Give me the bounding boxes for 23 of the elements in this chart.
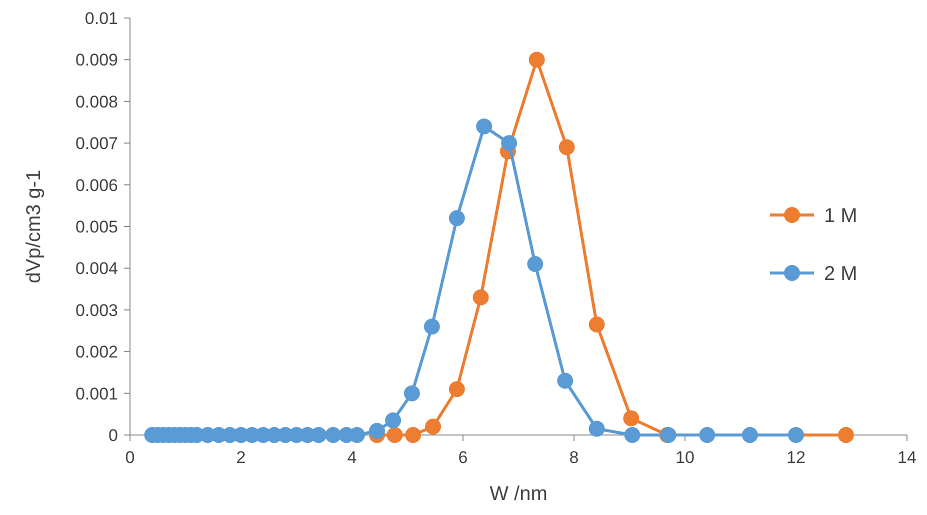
x-tick-label: 2 bbox=[236, 448, 246, 467]
y-axis-title: dVp/cm3 g-1 bbox=[23, 170, 45, 284]
x-tick-label: 6 bbox=[458, 448, 468, 467]
x-tick-label: 12 bbox=[786, 448, 806, 467]
y-tick-label: 0 bbox=[108, 426, 118, 445]
legend-label: 2 M bbox=[824, 263, 858, 285]
y-tick-label: 0.008 bbox=[75, 92, 118, 112]
y-tick-label: 0.003 bbox=[75, 300, 118, 320]
x-tick-label: 0 bbox=[125, 448, 135, 467]
x-tick-label: 10 bbox=[676, 448, 694, 467]
y-tick-label: 0.004 bbox=[75, 259, 118, 278]
y-tick-label: 0.006 bbox=[75, 176, 118, 195]
y-tick-label: 0.002 bbox=[75, 342, 118, 362]
y-tick-label: 0.007 bbox=[75, 134, 118, 154]
y-tick-label: 0.01 bbox=[84, 8, 118, 28]
y-tick-label: 0.001 bbox=[75, 384, 118, 404]
x-tick-label: 4 bbox=[347, 448, 357, 467]
legend-label: 1 M bbox=[824, 205, 858, 227]
y-tick-label: 0.009 bbox=[75, 50, 118, 70]
x-tick-label: 8 bbox=[569, 448, 579, 467]
x-tick-label: 14 bbox=[898, 448, 916, 467]
y-tick-label: 0.005 bbox=[75, 217, 118, 236]
x-axis-title: W /nm bbox=[490, 483, 548, 505]
